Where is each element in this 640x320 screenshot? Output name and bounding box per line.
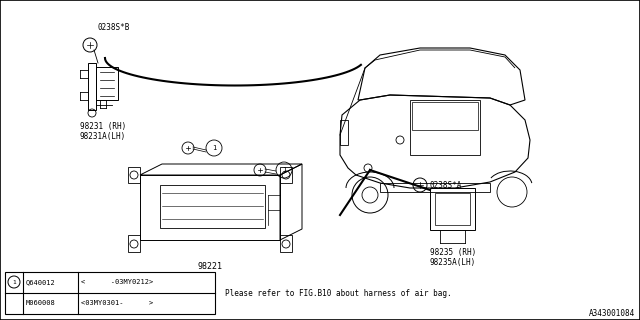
Text: 98221: 98221 xyxy=(198,262,223,271)
Text: A343001084: A343001084 xyxy=(589,309,635,318)
Text: 1: 1 xyxy=(212,145,216,151)
Text: Q640012: Q640012 xyxy=(26,279,56,285)
Text: Please refer to FIG.B10 about harness of air bag.: Please refer to FIG.B10 about harness of… xyxy=(225,289,452,298)
Text: 0238S*B: 0238S*B xyxy=(97,23,129,32)
Text: 98235 (RH): 98235 (RH) xyxy=(430,248,476,257)
Text: 0238S*A: 0238S*A xyxy=(430,180,462,189)
Text: 98231 (RH): 98231 (RH) xyxy=(80,122,126,131)
Text: 98235A(LH): 98235A(LH) xyxy=(430,258,476,267)
Text: 98231A(LH): 98231A(LH) xyxy=(80,132,126,141)
Text: <      -03MY0212>: < -03MY0212> xyxy=(81,279,153,285)
Bar xyxy=(5,272,215,314)
Text: M060008: M060008 xyxy=(26,300,56,306)
Text: 1: 1 xyxy=(282,167,286,173)
Text: <03MY0301-      >: <03MY0301- > xyxy=(81,300,153,306)
Bar xyxy=(340,120,348,145)
Text: 1: 1 xyxy=(12,279,16,284)
